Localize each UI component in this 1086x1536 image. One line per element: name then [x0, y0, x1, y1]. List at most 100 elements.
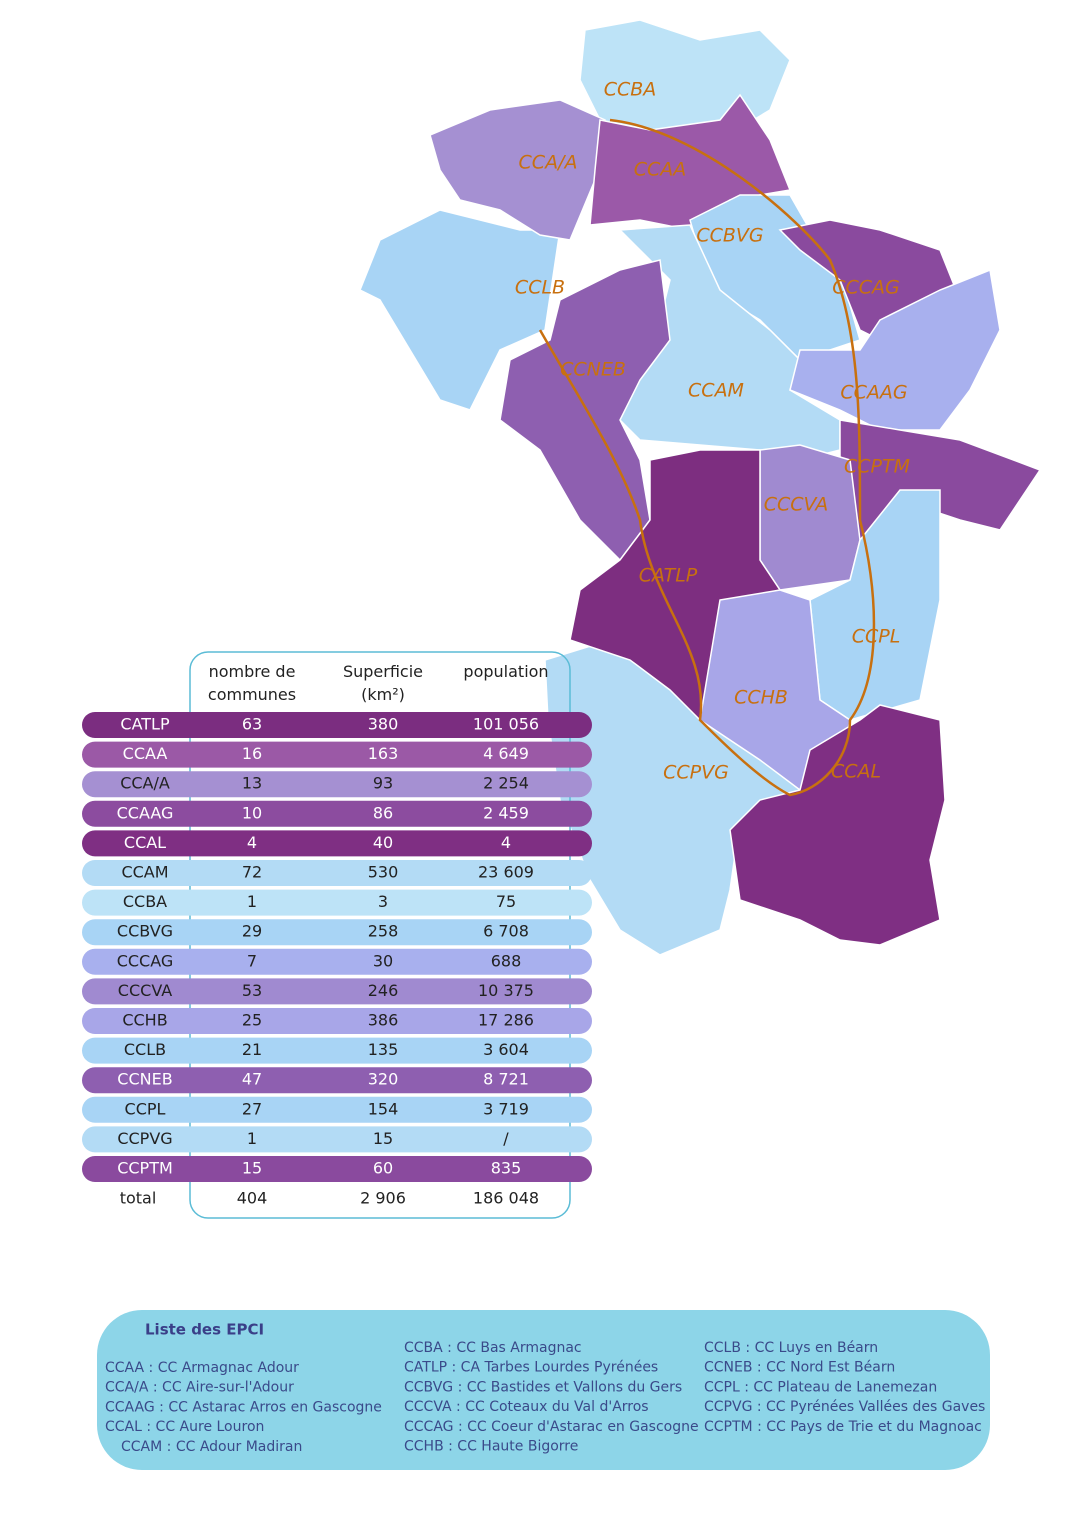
row-band [82, 1156, 592, 1182]
table-cell: 835 [491, 1159, 522, 1178]
row-label: CCPL [125, 1099, 166, 1118]
legend-entry: CCPTM : CC Pays de Trie et du Magnoac [704, 1419, 982, 1435]
map-label: CCPVG [663, 762, 729, 784]
legend-entry: CCHB : CC Haute Bigorre [404, 1439, 578, 1455]
row-label: CCAL [124, 833, 166, 852]
total-cell: 186 048 [473, 1189, 539, 1208]
table-cell: 380 [368, 715, 399, 734]
table-cell: 23 609 [478, 863, 534, 882]
table-cell: 1 [247, 1129, 257, 1148]
table-cell: 25 [242, 1011, 262, 1030]
legend-entry: CCPVG : CC Pyrénées Vallées des Gaves [704, 1399, 985, 1415]
table-cell: 163 [368, 744, 399, 763]
table-cell: 2 459 [483, 803, 529, 822]
table-cell: 4 [247, 833, 257, 852]
table-cell: 47 [242, 1070, 262, 1089]
column-header: nombre de communes [208, 662, 296, 704]
legend-entry: CCAL : CC Aure Louron [105, 1419, 264, 1435]
row-label: CCA/A [120, 774, 170, 793]
legend-entry: CCPL : CC Plateau de Lanemezan [704, 1379, 937, 1395]
map-label: CCCAG [832, 277, 900, 299]
row-label: CCCVA [118, 981, 172, 1000]
legend-entry: CCNEB : CC Nord Est Béarn [704, 1360, 895, 1376]
total-label: total [120, 1189, 157, 1208]
map-label: CCAAG [840, 382, 907, 404]
map-label: CCNEB [560, 359, 626, 381]
row-band [82, 1126, 592, 1153]
table-cell: / [503, 1129, 509, 1148]
legend-entry: CCAAG : CC Astarac Arros en Gascogne [105, 1399, 382, 1415]
map-label: CCLB [515, 277, 565, 299]
map-label: CCAL [831, 761, 881, 783]
table-cell: 53 [242, 981, 262, 1000]
column-header: Superficie (km²) [343, 662, 423, 704]
table-cell: 15 [373, 1129, 393, 1148]
map-label: CATLP [639, 565, 698, 587]
table-cell: 3 [378, 892, 388, 911]
legend-box [97, 1310, 990, 1470]
row-band [82, 741, 592, 768]
table-cell: 17 286 [478, 1011, 534, 1030]
map-label: CCBA [604, 79, 657, 101]
row-label: CCCAG [117, 951, 174, 970]
table-cell: 72 [242, 863, 262, 882]
table-cell: 4 [501, 833, 511, 852]
table-cell: 3 719 [483, 1099, 529, 1118]
region [359, 209, 561, 411]
row-label: CCPTM [117, 1159, 173, 1178]
table: nombre de communes Superficie (km²) populati… [82, 651, 592, 1219]
table-cell: 63 [242, 715, 262, 734]
row-label: CCAAG [117, 803, 174, 822]
route [538, 118, 876, 797]
region [429, 99, 606, 241]
table-cell: 16 [242, 744, 262, 763]
column-header: population [463, 662, 548, 681]
table-cell: 10 [242, 803, 262, 822]
row-label: CCAM [121, 863, 168, 882]
table-cell: 688 [491, 951, 522, 970]
total-cell: 2 906 [360, 1189, 406, 1208]
map-label: CCA/A [519, 152, 578, 174]
row-label: CCBVG [117, 922, 173, 941]
table-cell: 13 [242, 774, 262, 793]
table-cell: 93 [373, 774, 393, 793]
table-cell: 258 [368, 922, 399, 941]
table-cell: 27 [242, 1099, 262, 1118]
table-cell: 530 [368, 863, 399, 882]
table-cell: 101 056 [473, 715, 539, 734]
legend-entry: CCBA : CC Bas Armagnac [404, 1340, 582, 1356]
row-band [82, 860, 592, 886]
row-band [82, 978, 592, 1005]
row-label: CCHB [122, 1011, 167, 1030]
map-label: CCPTM [844, 456, 910, 478]
row-band [82, 712, 592, 738]
table-cell: 15 [242, 1159, 262, 1178]
row-label: CCAA [123, 744, 168, 763]
table-cell: 386 [368, 1011, 399, 1030]
row-band [82, 919, 592, 946]
row-band [82, 1067, 592, 1094]
region [789, 268, 1001, 431]
legend-entry: CATLP : CA Tarbes Lourdes Pyrénées [404, 1360, 658, 1376]
table-cell: 8 721 [483, 1070, 529, 1089]
table-cell: 10 375 [478, 981, 534, 1000]
map: CCBA CCA/A CCAA CCBVG CCLB CCCAG CCNEB C… [359, 19, 1042, 956]
table-cell: 320 [368, 1070, 399, 1089]
table-cell: 29 [242, 922, 262, 941]
row-label: CCBA [123, 892, 167, 911]
table-cell: 1 [247, 892, 257, 911]
region [729, 704, 946, 946]
table-cell: 4 649 [483, 744, 529, 763]
legend-entry: CCA/A : CC Aire-sur-l'Adour [105, 1380, 294, 1396]
legend: Liste des EPCI CCAA : CC Armagnac Adour C… [97, 1310, 990, 1470]
table-cell: 75 [496, 892, 516, 911]
map-label: CCAA [634, 159, 687, 181]
table-cell: 246 [368, 981, 399, 1000]
row-band [82, 1008, 592, 1034]
table-cell: 135 [368, 1040, 399, 1059]
total-cell: 404 [237, 1189, 268, 1208]
row-band [82, 771, 592, 798]
row-label: CCLB [124, 1040, 166, 1059]
